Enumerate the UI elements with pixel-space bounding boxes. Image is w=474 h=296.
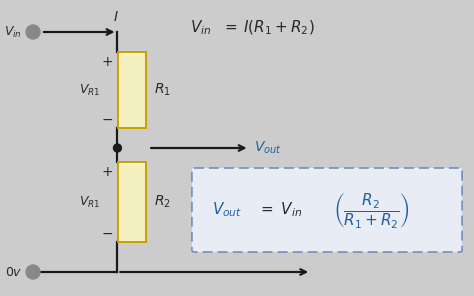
Text: $V_{in}$: $V_{in}$ — [190, 19, 211, 37]
Text: I: I — [113, 10, 118, 24]
Text: $= \, I(R_1 + R_2)$: $= \, I(R_1 + R_2)$ — [222, 19, 314, 37]
Text: $= \; V_{in}$: $= \; V_{in}$ — [258, 201, 303, 219]
Bar — [118, 52, 146, 128]
Bar — [118, 162, 146, 242]
Circle shape — [26, 265, 40, 279]
Text: −: − — [102, 113, 113, 127]
Text: $V_{out}$: $V_{out}$ — [255, 140, 282, 156]
Circle shape — [26, 25, 40, 39]
Text: +: + — [102, 55, 113, 69]
Text: $0v$: $0v$ — [5, 266, 22, 279]
Text: $V_{in}$: $V_{in}$ — [4, 25, 22, 40]
Text: $\left(\dfrac{R_2}{R_1 + R_2}\right)$: $\left(\dfrac{R_2}{R_1 + R_2}\right)$ — [333, 191, 410, 229]
Text: $R_1$: $R_1$ — [154, 82, 171, 98]
Circle shape — [113, 144, 121, 152]
Text: −: − — [102, 227, 113, 241]
FancyBboxPatch shape — [192, 168, 462, 252]
Text: $V_{R1}$: $V_{R1}$ — [79, 194, 100, 210]
Text: $V_{R1}$: $V_{R1}$ — [79, 83, 100, 98]
Text: $R_2$: $R_2$ — [154, 194, 171, 210]
Text: $V_{out}$: $V_{out}$ — [212, 201, 242, 219]
Text: +: + — [102, 165, 113, 179]
